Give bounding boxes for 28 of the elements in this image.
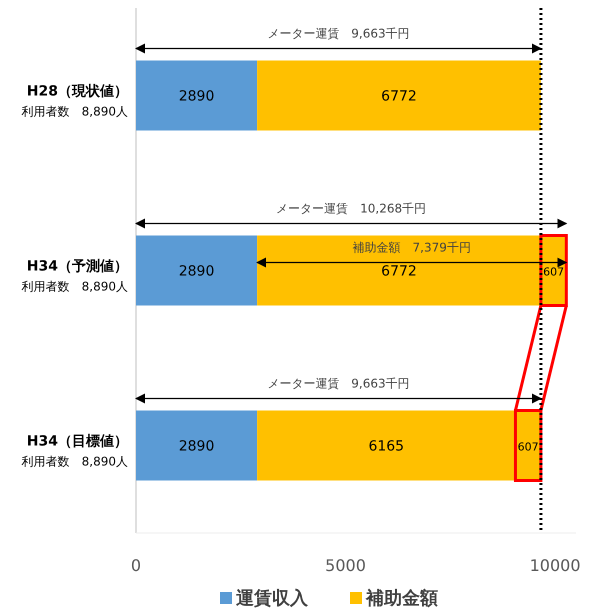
- y-tick-label: H28（現状値）利用者数 8,890人: [22, 84, 128, 118]
- data-label: 6772: [381, 264, 417, 280]
- annotation: メーター運賃 9,663千円: [267, 376, 410, 390]
- annotation: メーター運賃 10,268千円: [276, 202, 426, 216]
- annotation: メーター運賃 10,268千円: [135, 198, 568, 228]
- bar: [136, 60, 258, 130]
- annotation: メーター運賃 9,663千円: [267, 26, 410, 40]
- data-label: 6772: [381, 88, 417, 104]
- data-label: 607: [543, 266, 564, 278]
- legend-label: 運賃収入: [235, 588, 309, 609]
- annotation: メーター運賃 9,663千円: [135, 374, 542, 404]
- data-label: 2890: [178, 264, 214, 280]
- y-tick-label: H34（予測値）利用者数 8,890人: [22, 258, 128, 294]
- data-label: 6165: [368, 438, 404, 454]
- bar: [136, 410, 258, 480]
- x-tick-label: 10000: [530, 556, 580, 575]
- x-tick-label: 0: [130, 556, 142, 575]
- data-label: 607: [518, 440, 539, 454]
- annotation: 補助金額 7,379千円: [352, 240, 471, 254]
- annotation: メーター運賃 9,663千円: [135, 24, 542, 54]
- bar: [257, 60, 541, 130]
- x-tick-label: 5000: [325, 556, 366, 575]
- legend-label: 補助金額: [365, 588, 438, 609]
- bar: [136, 236, 258, 306]
- data-label: 2890: [178, 88, 214, 104]
- y-tick-label: H34（目標値）利用者数 8,890人: [22, 434, 128, 468]
- bar: [257, 410, 516, 480]
- data-label: 2890: [178, 438, 214, 454]
